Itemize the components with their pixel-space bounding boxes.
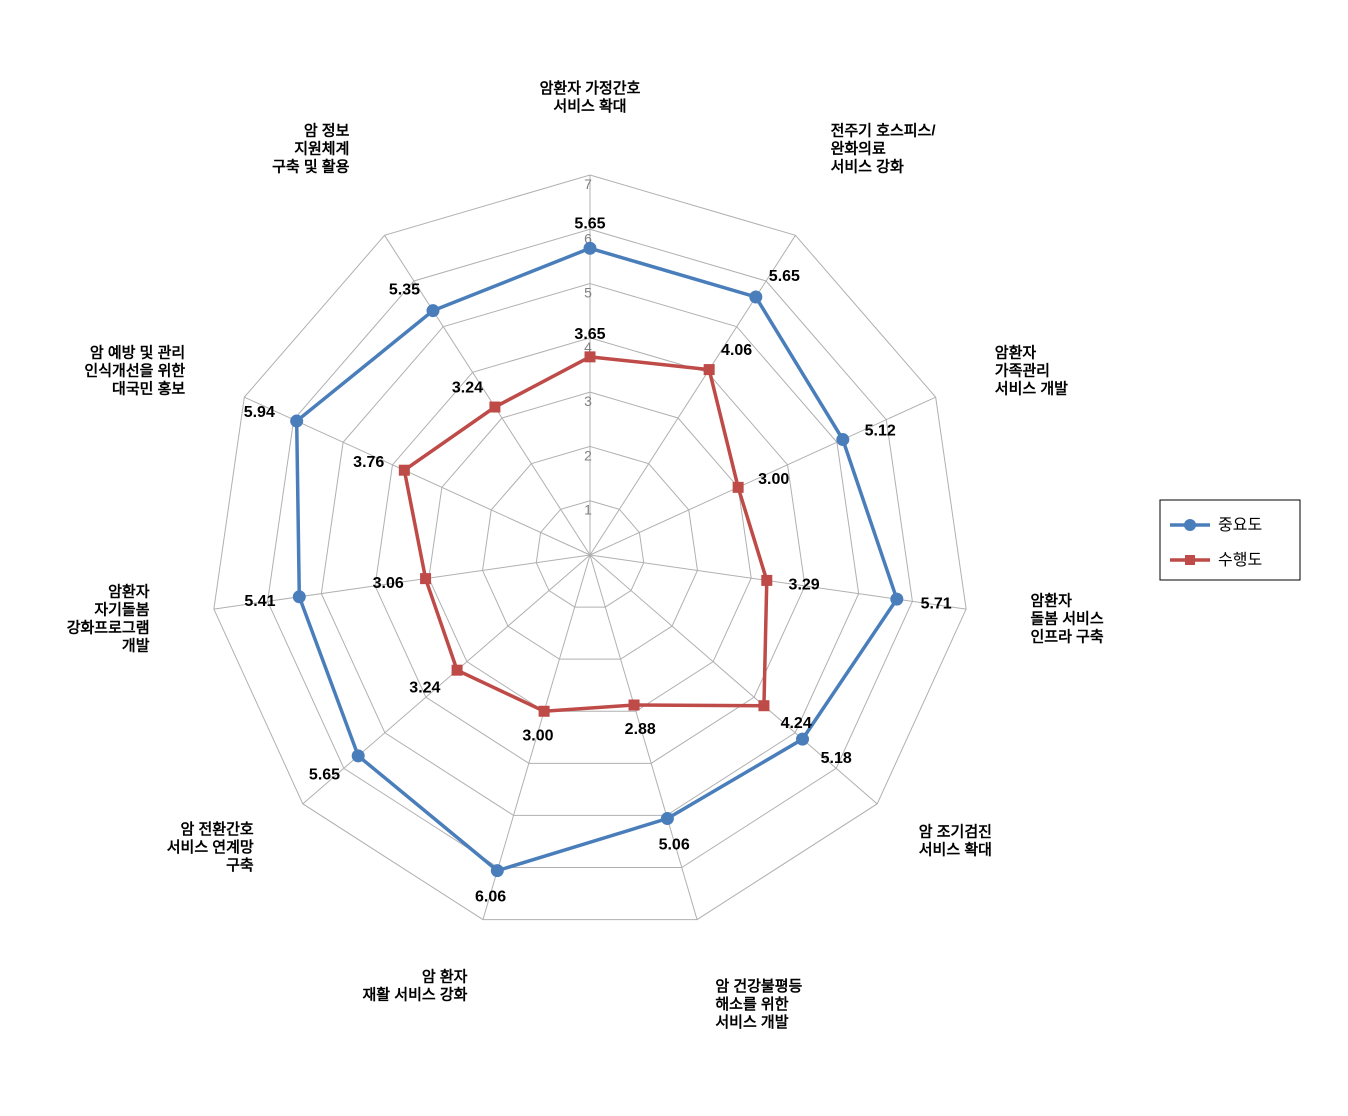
data-value-label: 5.65	[769, 268, 800, 285]
data-marker	[837, 434, 849, 446]
data-marker	[490, 402, 500, 412]
data-marker	[797, 733, 809, 745]
axis-label: 암 환자재활 서비스 강화	[363, 967, 468, 1003]
axis-label: 암 조기검진서비스 확대	[919, 822, 992, 858]
data-value-label: 4.24	[781, 715, 812, 732]
data-value-label: 3.24	[409, 680, 440, 697]
series-line	[404, 357, 766, 711]
data-value-label: 5.18	[821, 750, 852, 767]
data-marker	[585, 352, 595, 362]
data-marker	[293, 591, 305, 603]
tick-label: 1	[584, 502, 592, 518]
data-marker	[399, 465, 409, 475]
data-value-label: 5.65	[574, 215, 605, 232]
tick-label: 5	[584, 285, 592, 301]
data-marker	[759, 701, 769, 711]
data-marker	[704, 365, 714, 375]
data-value-label: 3.76	[353, 454, 384, 471]
data-marker	[427, 305, 439, 317]
data-value-label: 4.06	[721, 342, 752, 359]
legend-label: 중요도	[1218, 517, 1262, 534]
data-value-label: 5.65	[309, 767, 340, 784]
data-value-label: 5.35	[389, 281, 420, 298]
axis-label: 암환자자기돌봄강화프로그램개발	[67, 583, 150, 655]
data-value-label: 3.00	[522, 727, 553, 744]
grid-spoke	[590, 235, 795, 555]
radar-chart: 1234567암환자 가정간호서비스 확대전주기 호스피스/완화의료서비스 강화…	[0, 20, 1348, 1091]
data-value-label: 5.71	[921, 596, 952, 613]
grid-spoke	[303, 555, 590, 804]
data-marker	[539, 706, 549, 716]
data-marker	[891, 593, 903, 605]
axis-label: 암환자돌봄 서비스인프라 구축	[1030, 592, 1103, 646]
data-marker	[661, 813, 673, 825]
data-marker	[421, 574, 431, 584]
data-value-label: 2.88	[625, 721, 656, 738]
data-value-label: 6.06	[475, 889, 506, 906]
data-value-label: 3.65	[574, 326, 605, 343]
radar-chart-container: 1234567암환자 가정간호서비스 확대전주기 호스피스/완화의료서비스 강화…	[0, 20, 1348, 1096]
axis-label: 암환자가족관리서비스 개발	[995, 344, 1068, 398]
data-marker	[750, 291, 762, 303]
data-value-label: 3.29	[789, 577, 820, 594]
data-marker	[352, 750, 364, 762]
data-marker	[491, 865, 503, 877]
data-value-label: 3.00	[758, 471, 789, 488]
data-marker	[733, 482, 743, 492]
legend-marker	[1185, 555, 1195, 565]
tick-label: 2	[584, 447, 592, 463]
data-value-label: 3.06	[373, 575, 404, 592]
data-marker	[629, 700, 639, 710]
data-marker	[762, 575, 772, 585]
data-value-label: 5.12	[865, 423, 896, 440]
data-value-label: 5.41	[244, 593, 275, 610]
axis-label: 암 건강불평등해소를 위한서비스 개발	[715, 977, 802, 1031]
tick-label: 7	[584, 176, 592, 192]
data-marker	[452, 665, 462, 675]
data-value-label: 5.06	[659, 837, 690, 854]
data-value-label: 5.94	[244, 404, 275, 421]
axis-label: 암 정보지원체계구축 및 활용	[272, 122, 350, 176]
axis-label: 전주기 호스피스/완화의료서비스 강화	[831, 123, 937, 176]
axis-label: 암 전환간호서비스 연계망구축	[167, 820, 254, 874]
axis-label: 암환자 가정간호서비스 확대	[540, 79, 641, 115]
tick-label: 3	[584, 393, 592, 409]
data-marker	[584, 242, 596, 254]
data-value-label: 3.24	[452, 380, 483, 397]
legend-label: 수행도	[1218, 551, 1262, 569]
legend-marker	[1184, 519, 1196, 531]
axis-label: 암 예방 및 관리인식개선을 위한대국민 홍보	[84, 344, 185, 398]
data-marker	[291, 415, 303, 427]
